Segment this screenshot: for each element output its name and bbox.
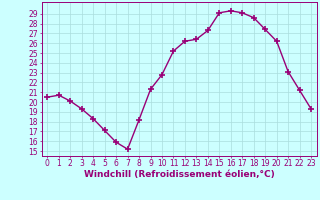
X-axis label: Windchill (Refroidissement éolien,°C): Windchill (Refroidissement éolien,°C) bbox=[84, 170, 275, 179]
